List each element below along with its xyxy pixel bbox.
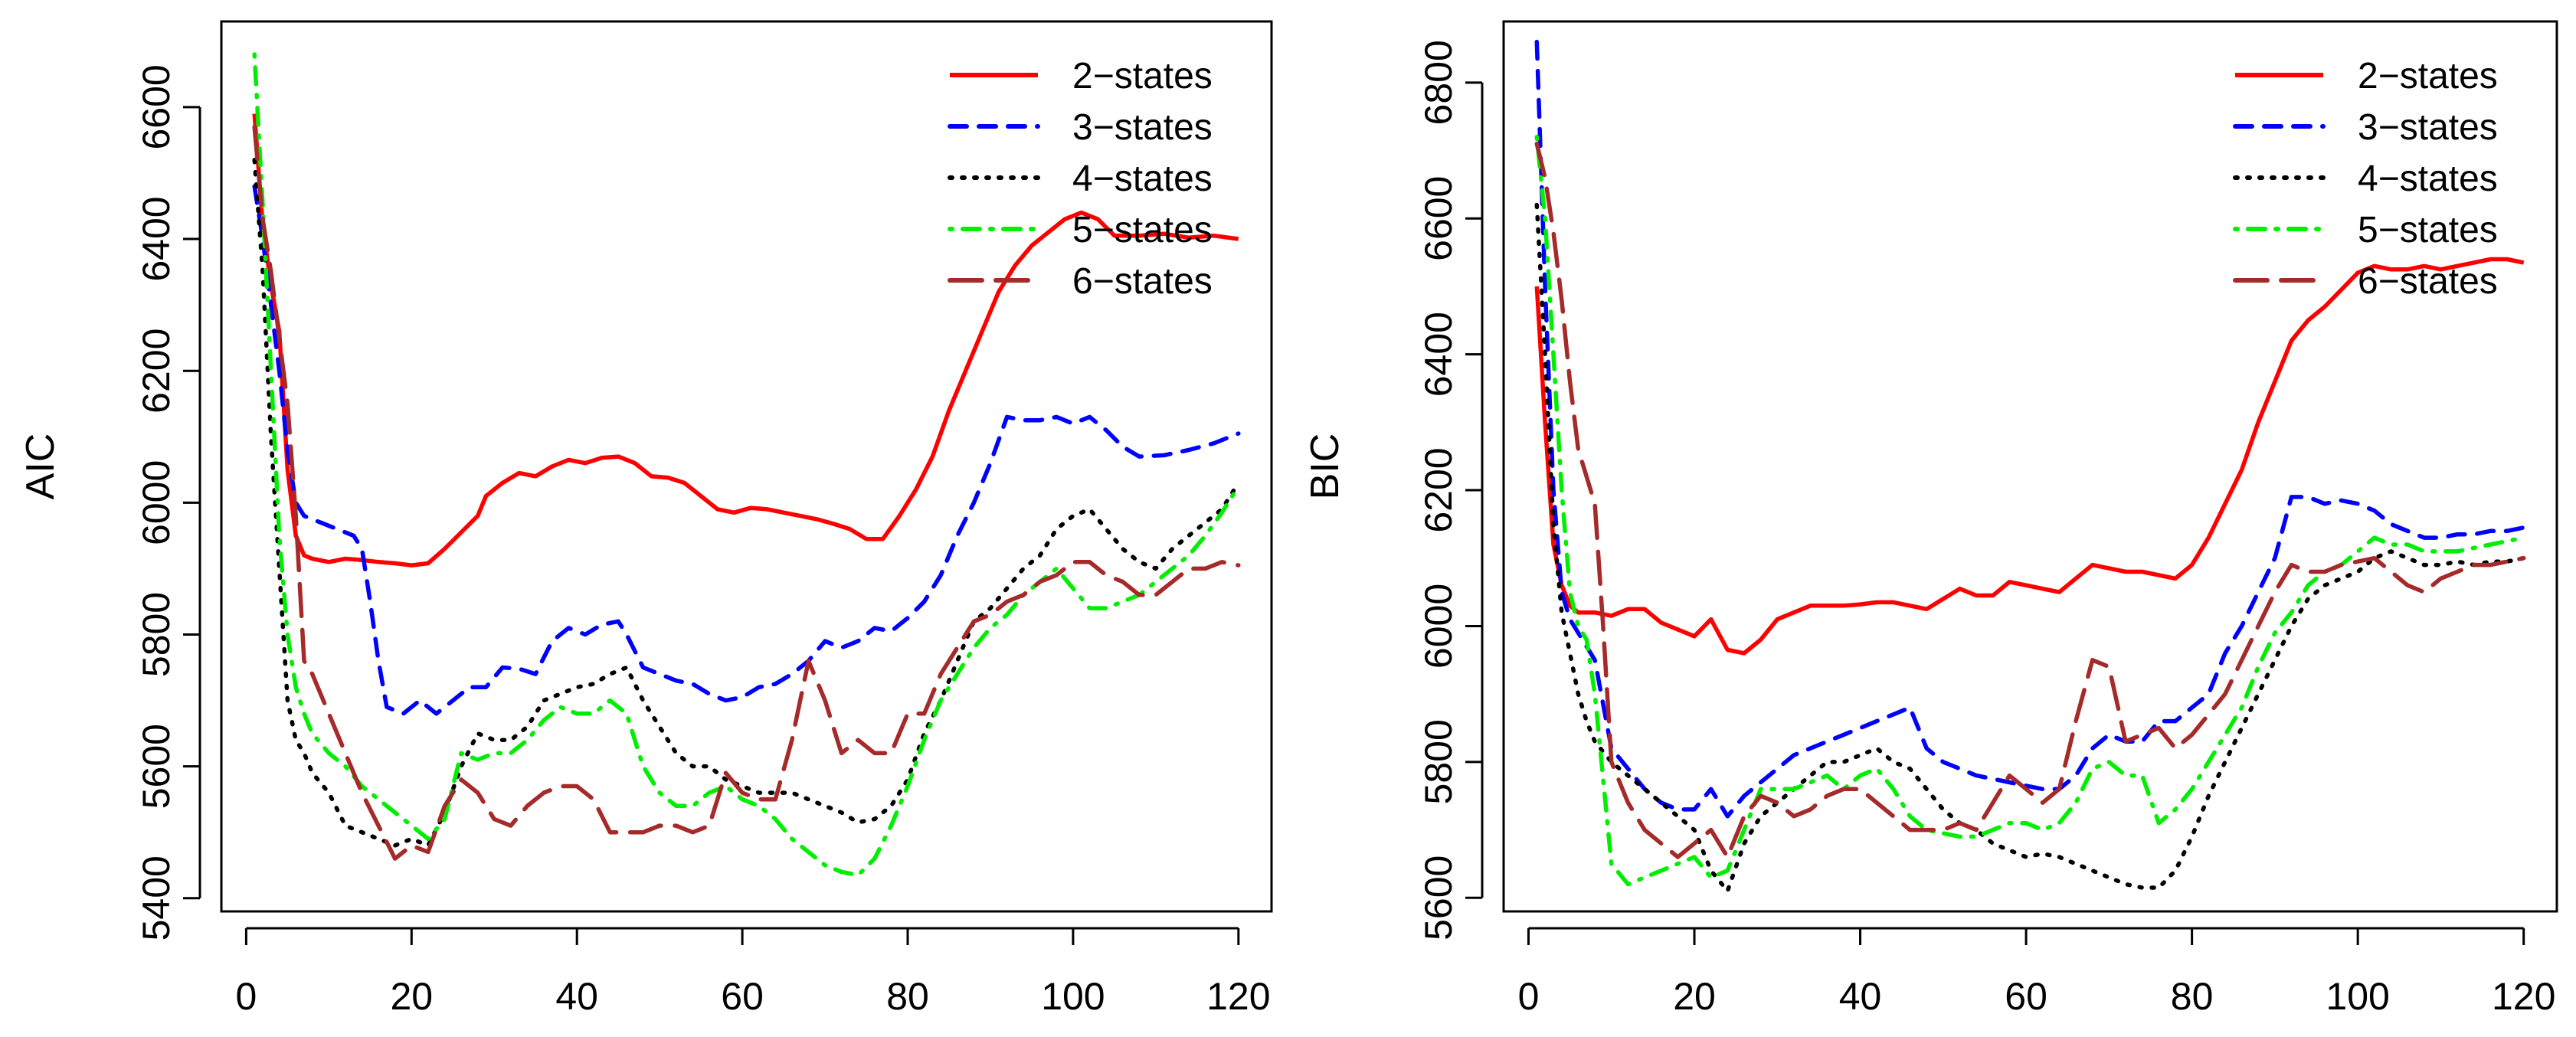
series-line-4-states: [1534, 202, 2526, 894]
y-tick-label: 5600: [135, 724, 178, 809]
x-tick-label: 60: [2005, 975, 2047, 1018]
y-tick-label: 6400: [1417, 312, 1460, 397]
plot-frame: [220, 20, 1273, 913]
series-line-6-states: [252, 124, 1241, 861]
y-tick-label: 6400: [135, 196, 178, 281]
legend-label-5-states: 5−states: [2358, 210, 2498, 250]
y-axis-title: BIC: [1303, 433, 1347, 500]
x-tick-label: 100: [1041, 975, 1105, 1018]
y-tick-label: 5800: [135, 592, 178, 677]
x-tick-label: 60: [721, 975, 764, 1018]
y-tick-label: 6600: [1417, 176, 1460, 261]
x-tick-label: 120: [2492, 975, 2555, 1018]
bic-chart: 0 20 40 60 80 100 120 5600 5800 6000 6200 6400 6600 6…: [1303, 20, 2558, 1018]
legend-label-6-states: 6−states: [2358, 261, 2498, 302]
legend-label-3-states: 3−states: [1072, 107, 1213, 148]
x-tick-label: 20: [1673, 975, 1716, 1018]
x-tick-label: 40: [1839, 975, 1882, 1018]
x-tick-label: 20: [390, 975, 433, 1018]
series-line-5-states: [252, 52, 1241, 878]
x-tick-label: 0: [1518, 975, 1540, 1018]
y-tick-label: 6800: [1417, 40, 1460, 125]
series-line-3-states: [252, 184, 1241, 716]
y-tick-label: 5600: [1417, 855, 1460, 940]
y-tick-label: 5400: [135, 855, 178, 940]
y-axis-title: AIC: [18, 433, 63, 500]
legend-label-3-states: 3−states: [2358, 107, 2498, 148]
legend-label-4-states: 4−states: [2358, 159, 2498, 199]
legend-label-2-states: 2−states: [1072, 56, 1213, 97]
x-tick-label: 0: [235, 975, 257, 1018]
x-tick-label: 100: [2326, 975, 2389, 1018]
y-tick-label: 5800: [1417, 719, 1460, 804]
y-tick-label: 6600: [135, 64, 178, 149]
legend-label-6-states: 6−states: [1072, 261, 1213, 302]
x-tick-label: 80: [886, 975, 929, 1018]
y-tick-label: 6200: [135, 329, 178, 414]
legend-label-4-states: 4−states: [1072, 159, 1213, 199]
aic-chart: 0 20 40 60 80 100 120 5400 5600 5800 6000 6200 6400 6…: [18, 20, 1273, 1018]
x-tick-label: 80: [2171, 975, 2214, 1018]
x-tick-label: 120: [1206, 975, 1270, 1018]
y-tick-label: 6200: [1417, 447, 1460, 532]
series-line-4-states: [252, 158, 1241, 848]
y-tick-label: 6000: [1417, 584, 1460, 669]
series-line-2-states: [1534, 257, 2525, 656]
y-tick-label: 6000: [135, 460, 178, 545]
series-line-5-states: [1534, 135, 2526, 887]
series-line-6-states: [1534, 141, 2526, 859]
legend-label-2-states: 2−states: [2358, 56, 2498, 97]
legend-label-5-states: 5−states: [1072, 210, 1213, 250]
plot-frame: [1502, 20, 2558, 913]
series-line-3-states: [1534, 39, 2526, 819]
x-tick-label: 40: [555, 975, 598, 1018]
